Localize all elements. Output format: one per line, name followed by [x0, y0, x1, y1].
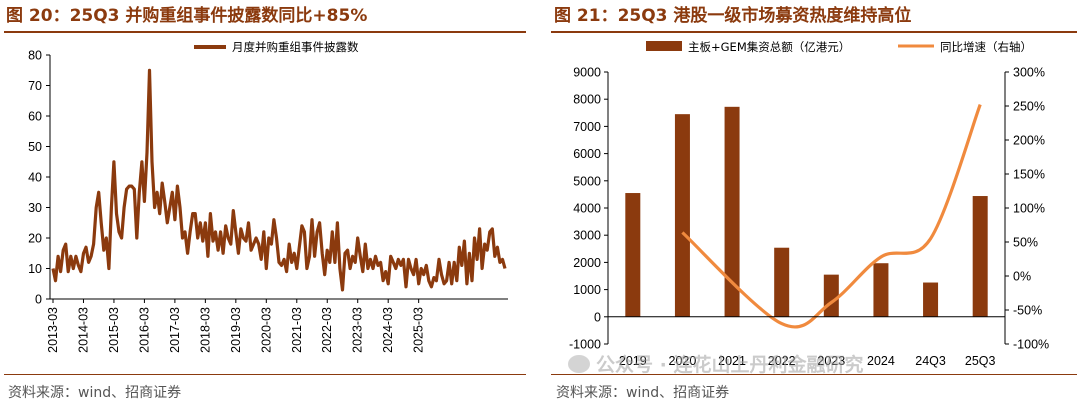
wechat-logo-icon — [568, 355, 590, 373]
left-legend-label: 月度并购重组事件披露数 — [232, 40, 359, 54]
right-y-axis-right: -100% -50% 0% 50% 100% 150% 200% 250% 300% — [1004, 66, 1049, 352]
left-x-tick-label: 2016-03 — [137, 307, 151, 353]
right-right-tick-label: 100% — [1013, 202, 1045, 216]
right-left-tick-label: 0 — [594, 310, 601, 324]
left-x-tick-label: 2021-03 — [290, 307, 304, 353]
right-right-tick-label: 150% — [1013, 168, 1045, 182]
left-bottom-rule — [4, 374, 526, 375]
left-y-tick-label: 30 — [28, 201, 42, 215]
right-right-tick-label: -100% — [1013, 338, 1049, 352]
right-x-tick-label: 25Q3 — [965, 354, 996, 368]
right-x-tick-label: 24Q3 — [915, 354, 946, 368]
right-x-axis: 2019 2020 2021 2022 2023 2024 24Q3 25Q3 — [608, 316, 1005, 368]
right-bar-2020 — [674, 114, 690, 317]
watermark: 公众号 · 连花山上丹利金融研究 — [568, 350, 863, 377]
right-bar-2022 — [774, 247, 790, 317]
right-left-tick-label: 2000 — [573, 256, 601, 270]
right-bottom-rule — [551, 374, 1077, 375]
right-x-tick-label: 2023 — [817, 354, 845, 368]
right-left-tick-label: 5000 — [573, 174, 601, 188]
right-bar-2024 — [873, 263, 889, 317]
right-title-rule — [551, 31, 1077, 33]
left-series-line — [51, 68, 507, 292]
left-y-axis: 0 10 20 30 40 50 60 70 80 — [28, 49, 51, 307]
right-right-tick-label: 50% — [1013, 236, 1038, 250]
right-bar-24Q3 — [923, 282, 939, 317]
right-right-tick-label: 300% — [1013, 66, 1045, 80]
right-legend-line-label: 同比增速（右轴） — [940, 40, 1032, 54]
right-left-tick-label: 3000 — [573, 229, 601, 243]
right-bar-2021 — [724, 106, 740, 317]
right-x-tick-label: 2022 — [768, 354, 796, 368]
right-x-tick-label: 2024 — [867, 354, 895, 368]
right-bar-2019 — [625, 193, 641, 317]
left-x-tick-label: 2014-03 — [76, 307, 90, 353]
right-left-tick-label: 6000 — [573, 147, 601, 161]
left-source-note: 资料来源：wind、招商证券 — [8, 385, 182, 401]
right-x-tick-label: 2021 — [718, 354, 746, 368]
right-left-tick-label: 7000 — [573, 120, 601, 134]
left-x-tick-label: 2018-03 — [198, 307, 212, 353]
left-title-rule — [4, 31, 526, 33]
right-source-note: 资料来源：wind、招商证券 — [556, 385, 730, 401]
right-bar-25Q3 — [972, 196, 988, 317]
right-right-tick-label: -50% — [1013, 304, 1042, 318]
left-y-tick-label: 40 — [28, 171, 42, 185]
left-x-tick-label: 2024-03 — [381, 307, 395, 353]
left-y-tick-label: 60 — [28, 110, 42, 124]
left-x-axis: 2013-03 2014-03 2015-03 2016-03 2017-03 2018-… — [46, 298, 508, 353]
right-bars — [625, 106, 988, 317]
right-bar-2023 — [823, 274, 839, 317]
left-x-tick-label: 2019-03 — [229, 307, 243, 353]
right-right-tick-label: 200% — [1013, 134, 1045, 148]
right-left-tick-label: 1000 — [573, 283, 601, 297]
left-x-tick-label: 2013-03 — [46, 307, 60, 353]
left-chart-title: 图 20：25Q3 并购重组事件披露数同比+85% — [6, 6, 368, 26]
right-x-tick-label: 2019 — [619, 354, 647, 368]
left-y-tick-label: 80 — [28, 49, 42, 63]
left-x-tick-label: 2022-03 — [320, 307, 334, 353]
right-combo-chart: 主板+GEM集资总额（亿港元） 同比增速（右轴） -1000 0 1000 2000 3… — [569, 40, 1049, 368]
right-left-tick-label: -1000 — [569, 338, 601, 352]
right-legend-bar-swatch — [646, 41, 682, 51]
left-x-tick-label: 2015-03 — [107, 307, 121, 353]
left-y-tick-label: 10 — [28, 262, 42, 276]
right-right-tick-label: 0% — [1013, 270, 1031, 284]
left-x-tick-label: 2017-03 — [168, 307, 182, 353]
right-x-tick-label: 2020 — [669, 354, 697, 368]
watermark-text: 公众号 · 连花山上丹利金融研究 — [596, 354, 864, 376]
left-x-tick-label: 2020-03 — [259, 307, 273, 353]
left-x-tick-label: 2025-03 — [412, 307, 426, 353]
right-legend-bar-label: 主板+GEM集资总额（亿港元） — [688, 40, 850, 54]
right-left-tick-label: 9000 — [573, 66, 601, 80]
right-right-tick-label: 250% — [1013, 100, 1045, 114]
right-left-tick-label: 8000 — [573, 93, 601, 107]
left-x-tick-label: 2023-03 — [351, 307, 365, 353]
right-chart-title: 图 21：25Q3 港股一级市场募资热度维持高位 — [554, 6, 912, 26]
right-left-tick-label: 4000 — [573, 202, 601, 216]
left-y-tick-label: 20 — [28, 232, 42, 246]
left-y-tick-label: 0 — [35, 293, 42, 307]
right-y-axis-left: -1000 0 1000 2000 3000 4000 5000 6000 7000 8000 90… — [569, 66, 609, 352]
left-y-tick-label: 70 — [28, 79, 42, 93]
right-growth-line — [681, 104, 982, 329]
left-y-tick-label: 50 — [28, 140, 42, 154]
